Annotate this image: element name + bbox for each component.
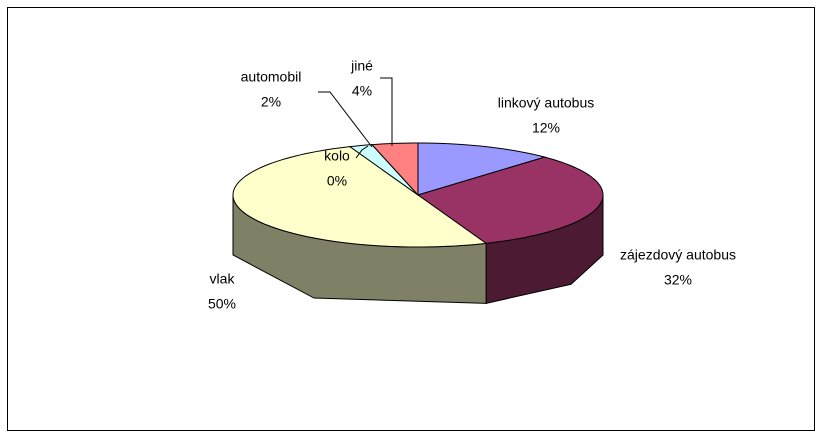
leader-line — [355, 145, 369, 159]
value-label: 0% — [327, 173, 347, 189]
leader-line — [318, 91, 373, 148]
value-label: 12% — [532, 120, 560, 136]
value-label: 50% — [208, 296, 236, 312]
value-label: 32% — [664, 272, 692, 288]
pie-slice — [370, 142, 419, 197]
slice-label: zájezdový autobus — [620, 247, 736, 263]
slice-label: kolo — [324, 148, 350, 164]
value-label: 2% — [261, 94, 281, 110]
leader-line — [380, 77, 393, 146]
pie-slice — [232, 146, 488, 248]
slice-label: vlak — [210, 271, 236, 287]
slice-label: automobil — [241, 69, 302, 85]
slice-label: jiné — [350, 58, 373, 74]
value-label: 4% — [352, 83, 372, 99]
pie-slice — [417, 142, 547, 196]
slice-label: linkový autobus — [498, 95, 595, 111]
pie-slice — [416, 156, 604, 244]
